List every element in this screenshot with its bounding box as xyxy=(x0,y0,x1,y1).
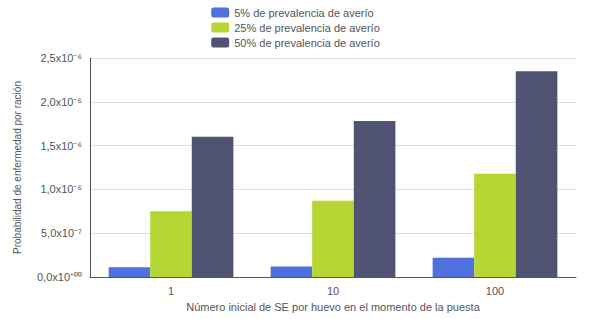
svg-text:25% de prevalencia de averío: 25% de prevalencia de averío xyxy=(234,22,380,34)
svg-text:5% de prevalencia de averío: 5% de prevalencia de averío xyxy=(234,7,373,19)
svg-text:Número inicial de SE por huevo: Número inicial de SE por huevo en el mom… xyxy=(186,301,480,313)
svg-text:50% de prevalencia de averío: 50% de prevalencia de averío xyxy=(234,37,380,49)
svg-text:5,0x10⁻⁷: 5,0x10⁻⁷ xyxy=(41,227,82,239)
svg-text:1,5x10⁻⁶: 1,5x10⁻⁶ xyxy=(40,140,82,152)
svg-text:0,0x10⁺⁰⁰: 0,0x10⁺⁰⁰ xyxy=(37,271,82,283)
svg-text:100: 100 xyxy=(486,285,504,297)
svg-text:2,0x10⁻⁶: 2,0x10⁻⁶ xyxy=(40,96,82,108)
svg-text:1,0x10⁻⁶: 1,0x10⁻⁶ xyxy=(40,183,82,195)
svg-text:1: 1 xyxy=(168,285,174,297)
svg-text:2,5x10⁻⁶: 2,5x10⁻⁶ xyxy=(40,52,82,64)
svg-text:10: 10 xyxy=(327,285,339,297)
svg-text:Probabilidad de enfermedad por: Probabilidad de enfermedad por ración xyxy=(12,81,23,254)
